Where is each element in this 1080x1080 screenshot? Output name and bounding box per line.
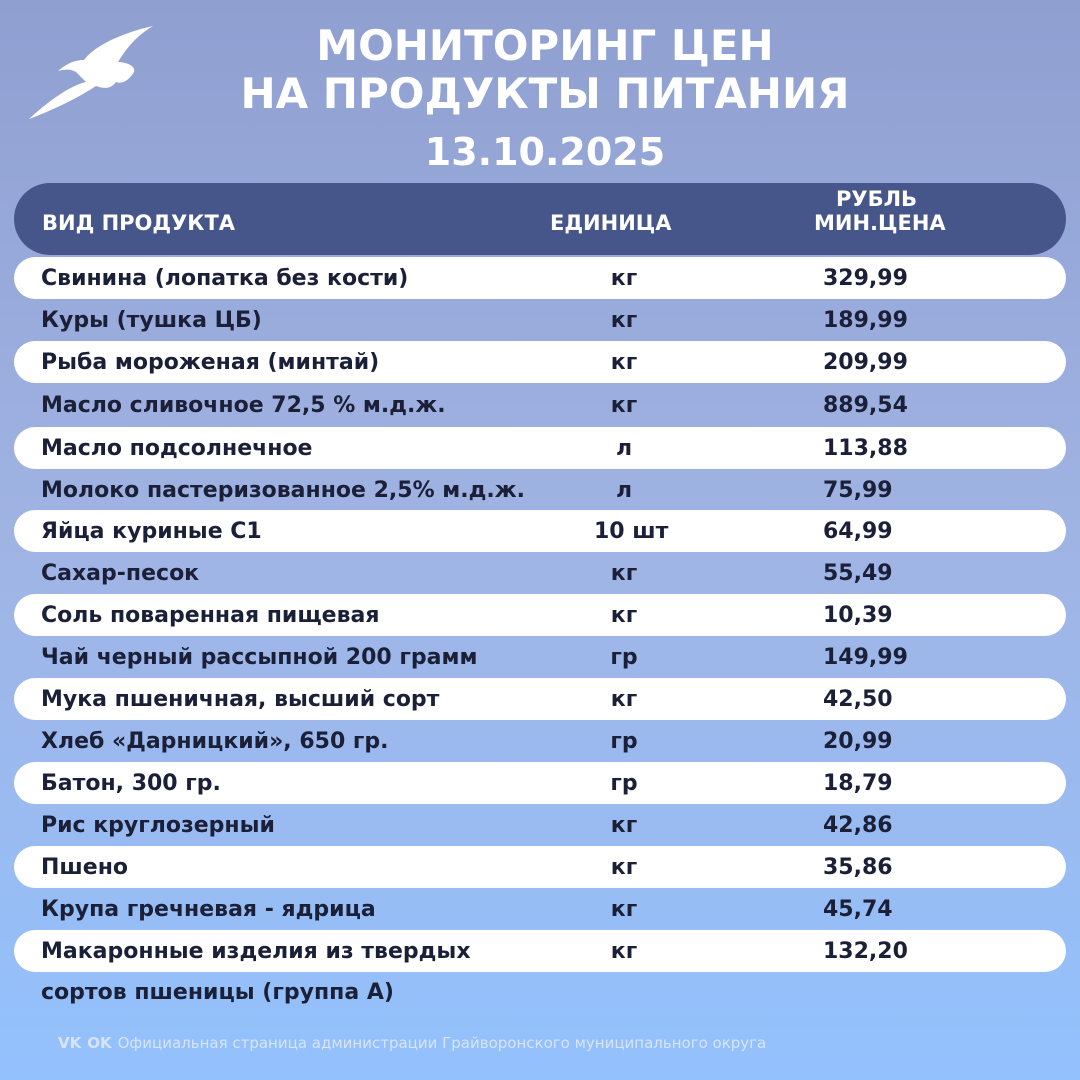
cell-product: Молоко пастеризованное 2,5% м.д.ж. — [41, 478, 526, 503]
vk-icon: VK — [58, 1034, 82, 1052]
cell-unit: гр — [610, 771, 638, 796]
cell-price: 889,54 — [823, 393, 908, 418]
cell-price: 64,99 — [823, 519, 893, 544]
table-row: Соль поваренная пищевая кг 10,39 — [14, 594, 1066, 636]
cell-product: Яйца куриные С1 — [41, 519, 262, 544]
table-row: Куры (тушка ЦБ) кг 189,99 — [14, 299, 1066, 341]
table-row: Мука пшеничная, высший сорт кг 42,50 — [14, 678, 1066, 720]
cell-price: 113,88 — [823, 436, 908, 461]
cell-product: Хлеб «Дарницкий», 650 гр. — [41, 729, 389, 754]
title-line: НА ПРОДУКТЫ ПИТАНИЯ — [240, 69, 850, 118]
cell-price: 189,99 — [823, 308, 908, 333]
header-product: ВИД ПРОДУКТА — [42, 211, 236, 235]
table-row: Сахар-песок кг 55,49 — [14, 552, 1066, 594]
header-unit: ЕДИНИЦА — [550, 211, 672, 235]
cell-price: 10,39 — [823, 603, 893, 628]
cell-unit: кг — [610, 603, 638, 628]
row-continuation: сортов пшеницы (группа А) — [41, 980, 394, 1005]
cell-product: Батон, 300 гр. — [41, 771, 221, 796]
cell-price: 42,50 — [823, 687, 893, 712]
cell-unit: кг — [610, 266, 638, 291]
table-row: Макаронные изделия из твердых кг 132,20 — [14, 930, 1066, 972]
cell-product: Соль поваренная пищевая — [41, 603, 380, 628]
cell-unit: кг — [610, 855, 638, 880]
cell-unit: гр — [610, 645, 638, 670]
cell-unit: 10 шт — [594, 519, 669, 544]
cell-product: Масло сливочное 72,5 % м.д.ж. — [41, 393, 446, 418]
cell-product: Макаронные изделия из твердых — [41, 939, 471, 964]
cell-price: 329,99 — [823, 266, 908, 291]
bird-logo-icon — [26, 24, 156, 128]
cell-unit: л — [615, 436, 633, 461]
cell-unit: гр — [610, 729, 638, 754]
table-row: Крупа гречневая - ядрица кг 45,74 — [14, 888, 1066, 930]
cell-price: 18,79 — [823, 771, 893, 796]
page-title: МОНИТОРИНГ ЦЕН НА ПРОДУКТЫ ПИТАНИЯ — [230, 22, 860, 118]
cell-product: Рыба мороженая (минтай) — [41, 350, 380, 375]
cell-price: 149,99 — [823, 645, 908, 670]
table-row: Чай черный рассыпной 200 грамм гр 149,99 — [14, 636, 1066, 678]
cell-product: Пшено — [41, 855, 129, 880]
cell-price: 42,86 — [823, 813, 893, 838]
table-row: Хлеб «Дарницкий», 650 гр. гр 20,99 — [14, 720, 1066, 762]
cell-unit: кг — [610, 350, 638, 375]
table-row: Масло подсолнечное л 113,88 — [14, 427, 1066, 469]
cell-product: Сахар-песок — [41, 561, 200, 586]
cell-unit: кг — [610, 813, 638, 838]
table-row: Пшено кг 35,86 — [14, 846, 1066, 888]
cell-unit: кг — [610, 687, 638, 712]
table-row: Свинина (лопатка без кости) кг 329,99 — [14, 257, 1066, 299]
cell-price: 45,74 — [823, 897, 893, 922]
footer: VK OK Официальная страница администрации… — [58, 1034, 766, 1052]
cell-product: Свинина (лопатка без кости) — [41, 266, 409, 291]
ok-icon: OK — [87, 1034, 112, 1052]
table-header: ВИД ПРОДУКТА ЕДИНИЦА РУБЛЬ МИН.ЦЕНА — [14, 183, 1066, 255]
cell-product: Крупа гречневая - ядрица — [41, 897, 376, 922]
cell-unit: л — [615, 478, 633, 503]
cell-unit: кг — [610, 561, 638, 586]
cell-unit: кг — [610, 393, 638, 418]
cell-price: 35,86 — [823, 855, 893, 880]
cell-price: 132,20 — [823, 939, 908, 964]
footer-text: Официальная страница администрации Грайв… — [117, 1034, 767, 1052]
cell-price: 75,99 — [823, 478, 893, 503]
cell-unit: кг — [610, 939, 638, 964]
table-row: Рыба мороженая (минтай) кг 209,99 — [14, 341, 1066, 383]
table-row: Яйца куриные С1 10 шт 64,99 — [14, 510, 1066, 552]
cell-unit: кг — [610, 308, 638, 333]
header-price-line2: МИН.ЦЕНА — [814, 211, 946, 235]
table-row: Рис круглозерный кг 42,86 — [14, 804, 1066, 846]
cell-product: Рис круглозерный — [41, 813, 275, 838]
cell-product: Куры (тушка ЦБ) — [41, 308, 262, 333]
header-price-line1: РУБЛЬ — [836, 187, 918, 211]
cell-product: Чай черный рассыпной 200 грамм — [41, 645, 478, 670]
cell-product: Масло подсолнечное — [41, 436, 313, 461]
table-row: Батон, 300 гр. гр 18,79 — [14, 762, 1066, 804]
table-row: Масло сливочное 72,5 % м.д.ж. кг 889,54 — [14, 384, 1066, 426]
date: 13.10.2025 — [424, 130, 666, 174]
cell-unit: кг — [610, 897, 638, 922]
cell-price: 20,99 — [823, 729, 893, 754]
table-row: Молоко пастеризованное 2,5% м.д.ж. л 75,99 — [14, 469, 1066, 511]
cell-price: 209,99 — [823, 350, 908, 375]
cell-product: Мука пшеничная, высший сорт — [41, 687, 440, 712]
cell-price: 55,49 — [823, 561, 893, 586]
title-line: МОНИТОРИНГ ЦЕН — [316, 21, 774, 70]
